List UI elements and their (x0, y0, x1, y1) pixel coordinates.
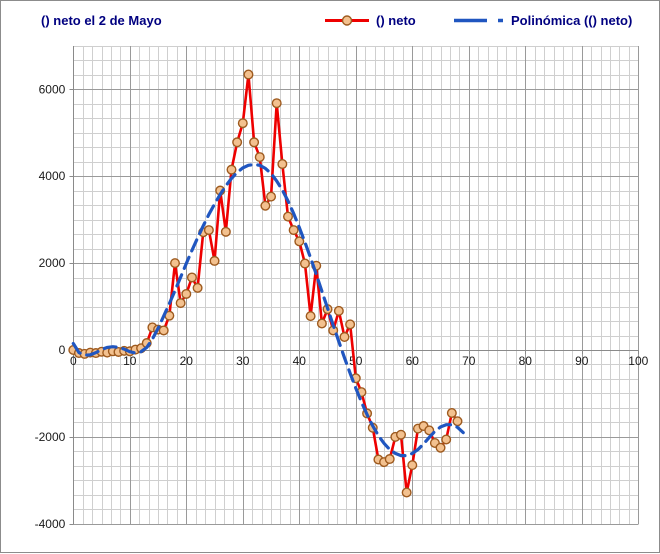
data-point-marker (407, 460, 418, 471)
x-tick-label: 80 (519, 354, 533, 368)
blue-dashed-swatch-icon (454, 18, 503, 23)
data-point-marker (192, 282, 203, 293)
data-point-marker (169, 258, 180, 269)
data-point-marker (181, 288, 192, 299)
data-point-marker (266, 191, 277, 202)
legend-item-polinomica[interactable]: Polinómica (() neto) (453, 13, 632, 28)
x-tick-label: 40 (293, 354, 307, 368)
data-point-marker (294, 236, 305, 247)
data-point-marker (260, 200, 271, 211)
y-tick-label: -2000 (35, 430, 66, 444)
data-point-marker (237, 118, 248, 129)
x-tick-label: 30 (236, 354, 250, 368)
data-point-marker (288, 225, 299, 236)
data-point-marker (175, 298, 186, 309)
data-point-marker (305, 311, 316, 322)
y-tick-label: 4000 (39, 169, 66, 183)
y-tick-label: -4000 (35, 517, 66, 531)
data-point-marker (396, 429, 407, 440)
x-tick-label: 0 (70, 354, 77, 368)
data-point-marker (424, 425, 435, 436)
data-point-marker (441, 434, 452, 445)
x-tick-label: 90 (575, 354, 589, 368)
axis-tick-labels: 6000 4000 2000 0 -2000 -4000 0 10 20 30 40 50 60 70 80… (35, 82, 649, 531)
red-line-marker-swatch-icon (325, 15, 369, 26)
data-point-marker (435, 442, 446, 453)
y-tick-label: 6000 (39, 82, 66, 96)
data-point-marker (277, 159, 288, 170)
x-tick-label: 60 (406, 354, 420, 368)
data-point-marker (401, 487, 412, 498)
data-point-marker (254, 152, 265, 163)
data-point-marker (384, 454, 395, 465)
data-point-marker (345, 319, 356, 330)
data-point-marker (299, 258, 310, 269)
y-tick-label: 0 (59, 343, 66, 357)
data-point-marker (283, 211, 294, 222)
data-point-marker (226, 164, 237, 175)
axes (69, 45, 639, 525)
data-point-marker (203, 225, 214, 236)
legend-label-polinomica: Polinómica (() neto) (511, 13, 633, 28)
data-point-marker (249, 137, 260, 148)
data-point-marker (243, 69, 254, 80)
data-point-marker (339, 331, 350, 342)
data-point-marker (220, 226, 231, 237)
series-neto (68, 69, 463, 498)
data-point-marker (271, 98, 282, 109)
data-point-marker (333, 305, 344, 316)
x-tick-label: 10 (123, 354, 137, 368)
minor-gridlines (73, 45, 639, 524)
y-tick-label: 2000 (39, 256, 66, 270)
data-point-marker (209, 255, 220, 266)
x-tick-label: 100 (628, 354, 648, 368)
data-point-marker (232, 137, 243, 148)
legend-label-neto: () neto (376, 13, 416, 28)
data-point-marker (452, 416, 463, 427)
data-point-marker (446, 408, 457, 419)
chart-title: () neto el 2 de Mayo (41, 13, 162, 28)
trendline-polinomica (71, 162, 465, 458)
legend-item-neto[interactable]: () neto (324, 13, 416, 28)
x-tick-label: 20 (180, 354, 194, 368)
data-point-marker (316, 318, 327, 329)
x-tick-label: 50 (349, 354, 363, 368)
data-point-marker (158, 325, 169, 336)
data-point-marker (186, 272, 197, 283)
x-tick-label: 70 (462, 354, 476, 368)
